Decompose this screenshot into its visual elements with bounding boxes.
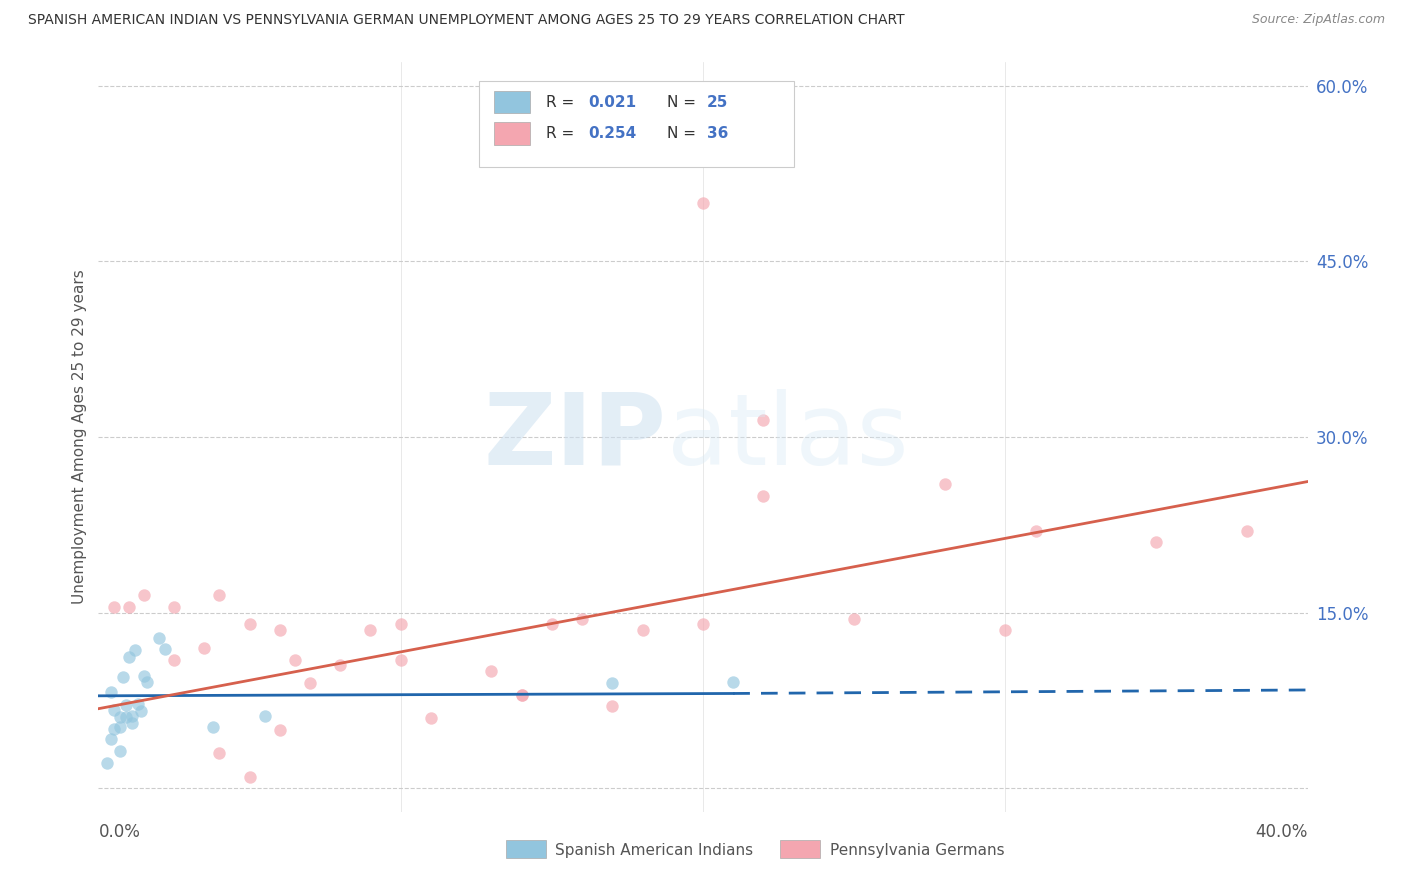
FancyBboxPatch shape xyxy=(494,91,530,113)
Point xyxy=(121,715,143,730)
Point xyxy=(723,674,745,689)
Point xyxy=(132,588,155,602)
Point xyxy=(1024,524,1046,538)
Point xyxy=(100,685,122,699)
Point xyxy=(752,412,775,426)
Point xyxy=(208,588,231,602)
Point xyxy=(148,632,170,646)
Text: SPANISH AMERICAN INDIAN VS PENNSYLVANIA GERMAN UNEMPLOYMENT AMONG AGES 25 TO 29 : SPANISH AMERICAN INDIAN VS PENNSYLVANIA … xyxy=(28,13,904,28)
Point xyxy=(96,756,118,770)
Text: 36: 36 xyxy=(707,126,728,141)
Point xyxy=(193,640,215,655)
Point xyxy=(360,624,382,638)
Text: ZIP: ZIP xyxy=(484,389,666,485)
Text: R =: R = xyxy=(546,126,574,141)
Point xyxy=(602,699,624,714)
Text: R =: R = xyxy=(546,95,574,110)
Point xyxy=(934,476,956,491)
Text: N =: N = xyxy=(666,126,696,141)
Text: Source: ZipAtlas.com: Source: ZipAtlas.com xyxy=(1251,13,1385,27)
Point xyxy=(100,732,122,747)
Point xyxy=(389,652,412,666)
Point xyxy=(129,704,152,718)
Point xyxy=(844,611,866,625)
Point xyxy=(132,669,155,683)
Point xyxy=(202,721,225,735)
Point xyxy=(571,611,593,625)
Point xyxy=(481,664,503,678)
Point xyxy=(108,710,131,724)
Point xyxy=(692,195,714,210)
Text: 40.0%: 40.0% xyxy=(1256,823,1308,841)
Point xyxy=(253,708,276,723)
Point xyxy=(103,722,125,736)
Point xyxy=(631,624,654,638)
Point xyxy=(163,599,186,614)
Point xyxy=(1144,535,1167,549)
Point xyxy=(208,746,231,760)
Point xyxy=(239,617,262,632)
Point xyxy=(118,650,141,665)
Text: 0.0%: 0.0% xyxy=(98,823,141,841)
Point xyxy=(108,744,131,758)
Point xyxy=(118,599,141,614)
Point xyxy=(153,642,176,657)
Text: N =: N = xyxy=(666,95,696,110)
Text: 0.254: 0.254 xyxy=(588,126,637,141)
Point xyxy=(994,624,1017,638)
Point xyxy=(692,617,714,632)
Point xyxy=(124,643,146,657)
Point xyxy=(602,676,624,690)
FancyBboxPatch shape xyxy=(494,122,530,145)
FancyBboxPatch shape xyxy=(479,81,793,168)
Point xyxy=(114,710,136,724)
Point xyxy=(163,652,186,666)
Point xyxy=(121,708,143,723)
Point xyxy=(284,652,307,666)
Point xyxy=(752,489,775,503)
Point xyxy=(269,624,291,638)
Text: 0.021: 0.021 xyxy=(588,95,637,110)
Text: 25: 25 xyxy=(707,95,728,110)
Point xyxy=(510,688,533,702)
Point xyxy=(239,770,262,784)
Point xyxy=(540,617,562,632)
Y-axis label: Unemployment Among Ages 25 to 29 years: Unemployment Among Ages 25 to 29 years xyxy=(72,269,87,605)
Text: Spanish American Indians: Spanish American Indians xyxy=(555,844,754,858)
Point xyxy=(127,697,149,711)
Point xyxy=(108,721,131,735)
Point xyxy=(299,676,322,690)
Point xyxy=(103,599,125,614)
Text: atlas: atlas xyxy=(666,389,908,485)
Point xyxy=(135,674,157,689)
Point xyxy=(1236,524,1258,538)
Point xyxy=(114,698,136,713)
Point xyxy=(103,703,125,717)
Point xyxy=(389,617,412,632)
Point xyxy=(111,670,134,684)
Point xyxy=(269,723,291,737)
Point xyxy=(510,688,533,702)
Point xyxy=(329,658,352,673)
Point xyxy=(420,711,443,725)
Text: Pennsylvania Germans: Pennsylvania Germans xyxy=(830,844,1004,858)
